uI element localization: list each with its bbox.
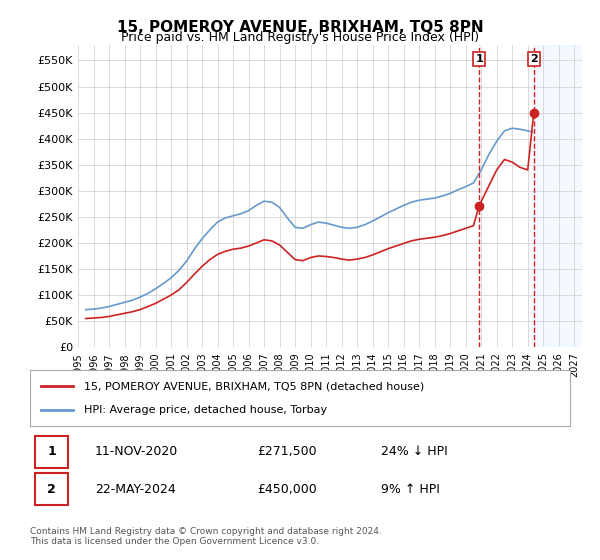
FancyBboxPatch shape [35,436,68,468]
Text: 2: 2 [47,483,56,496]
Text: Contains HM Land Registry data © Crown copyright and database right 2024.
This d: Contains HM Land Registry data © Crown c… [30,526,382,546]
Text: £271,500: £271,500 [257,445,316,459]
Text: 2: 2 [530,54,538,64]
Text: 22-MAY-2024: 22-MAY-2024 [95,483,176,496]
Text: 24% ↓ HPI: 24% ↓ HPI [381,445,448,459]
Text: 11-NOV-2020: 11-NOV-2020 [95,445,178,459]
Text: 15, POMEROY AVENUE, BRIXHAM, TQ5 8PN: 15, POMEROY AVENUE, BRIXHAM, TQ5 8PN [116,20,484,35]
Text: 1: 1 [475,54,483,64]
Bar [535,45,582,347]
Text: Price paid vs. HM Land Registry's House Price Index (HPI): Price paid vs. HM Land Registry's House … [121,31,479,44]
Text: £450,000: £450,000 [257,483,317,496]
Text: 1: 1 [47,445,56,459]
Text: 15, POMEROY AVENUE, BRIXHAM, TQ5 8PN (detached house): 15, POMEROY AVENUE, BRIXHAM, TQ5 8PN (de… [84,381,424,391]
Text: HPI: Average price, detached house, Torbay: HPI: Average price, detached house, Torb… [84,405,327,415]
Text: 9% ↑ HPI: 9% ↑ HPI [381,483,440,496]
FancyBboxPatch shape [35,473,68,505]
